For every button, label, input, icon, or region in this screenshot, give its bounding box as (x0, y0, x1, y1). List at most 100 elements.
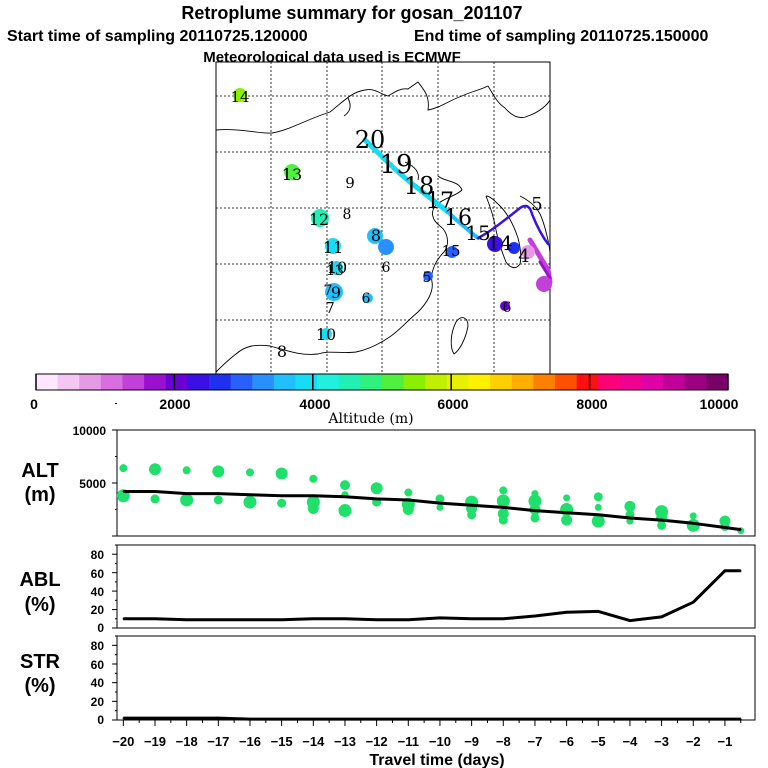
abl-series-point (629, 619, 631, 622)
alt-series-point (692, 522, 695, 525)
str-series-point (154, 717, 156, 719)
colorbar-swatch (446, 374, 469, 390)
colorbar-swatch (36, 374, 59, 390)
colorbar-swatch (555, 374, 578, 390)
colorbar-swatch (100, 374, 123, 390)
str-series-point (122, 717, 125, 719)
alt-series-point (375, 498, 378, 500)
str-ylabel-line2: (%) (24, 675, 55, 697)
colorbar-tick-label: 4000 (299, 396, 330, 412)
plume-blob (320, 328, 332, 340)
map-frame (215, 61, 551, 375)
map-day-label: 5 (423, 270, 432, 286)
alt-series-point (629, 517, 631, 519)
plume-blob (423, 271, 433, 281)
plume-blob (367, 228, 383, 244)
alt-scatter-point (275, 467, 288, 480)
abl-series-point (122, 617, 125, 620)
colorbar-tick-label: 0 (30, 396, 38, 412)
abl-ytick-label: 60 (91, 567, 105, 581)
alt-series-point (565, 511, 568, 514)
abl-series-point (739, 570, 742, 572)
colorbar-swatch (122, 374, 145, 390)
alt-scatter-point (594, 503, 602, 511)
map-day-label: 5 (531, 194, 542, 215)
map-day-label: 9 (345, 174, 355, 192)
abl-series-point (565, 611, 568, 614)
alt-scatter-point (119, 464, 128, 473)
alt-scatter-point (309, 474, 318, 483)
alt-scatter-point (212, 465, 225, 478)
panel-frame (116, 635, 756, 721)
alt-scatter-point (499, 486, 508, 495)
panel-frame (116, 544, 756, 629)
alt-scatter-point (530, 513, 540, 523)
abl-series-point (470, 617, 473, 620)
x-tick-label: −16 (239, 734, 261, 749)
abl-series-point (312, 617, 315, 620)
abl-ytick-label: 20 (91, 603, 105, 617)
figure-title: Retroplume summary for gosan_201107 (181, 3, 522, 23)
alt-scatter-point (370, 482, 383, 495)
colorbar-tick-label: 8000 (576, 396, 607, 412)
map-day-label: 15 (465, 221, 490, 245)
alt-scatter-point (213, 495, 223, 505)
alt-series-point (439, 502, 441, 504)
abl-series-point (185, 618, 188, 621)
panel-abl (112, 544, 756, 629)
abl-series-point (154, 617, 156, 620)
alt-ylabel-line1: ALT (21, 460, 58, 482)
colorbar-swatch (57, 374, 80, 390)
x-tick-label: −8 (496, 734, 511, 749)
str-series-point (439, 718, 441, 720)
map-day-label: 17 (426, 189, 454, 214)
alt-series-point (407, 499, 410, 501)
end-time-label: End time of sampling 20110725.150000 (414, 28, 708, 45)
abl-series-point (375, 618, 378, 621)
str-series-point (534, 718, 536, 720)
abl-series-point (597, 610, 600, 613)
alt-ytick-label: 5000 (79, 477, 106, 491)
str-ytick-label: 60 (91, 658, 105, 672)
x-tick-label: −2 (686, 734, 701, 749)
plume-blob (521, 245, 535, 259)
x-tick-label: −13 (334, 734, 356, 749)
abl-ytick-label: 40 (91, 585, 105, 599)
colorbar-swatch (641, 374, 664, 390)
x-tick-label: −18 (176, 734, 198, 749)
colorbar-swatch (338, 374, 361, 390)
abl-series-point (280, 618, 283, 621)
str-series-point (185, 717, 188, 719)
str-series-point (407, 718, 410, 720)
map-day-label: 13 (326, 263, 344, 279)
map-day-label: 14 (230, 88, 249, 106)
alt-series-point (249, 493, 251, 496)
x-tick-label: −7 (528, 734, 543, 749)
alt-scatter-point (243, 495, 257, 509)
x-tick-label: −12 (366, 734, 388, 749)
map-day-label: 8 (343, 207, 352, 223)
colorbar-swatch (230, 374, 253, 390)
abl-series-point (439, 617, 441, 619)
colorbar-swatch (273, 374, 296, 390)
map-trajectory (362, 137, 553, 285)
colorbar-swatch (511, 374, 534, 390)
map-day-label: 12 (309, 210, 329, 229)
alt-scatter-point (307, 502, 319, 514)
abl-ytick-label: 0 (97, 621, 104, 635)
str-series-point (502, 718, 505, 720)
colorbar-swatch (533, 374, 556, 390)
map-day-label: 7 (324, 283, 333, 299)
abl-series-point (249, 618, 251, 621)
abl-ylabel-line1: ABL (19, 569, 60, 591)
plume-blob (508, 242, 520, 254)
alt-series-point (534, 509, 536, 512)
plume-blob (284, 164, 300, 180)
alt-series-point (660, 519, 663, 521)
map-day-label: 6 (503, 300, 512, 316)
str-series-point (660, 718, 663, 720)
alt-scatter-point (402, 504, 414, 515)
alt-series-point (312, 494, 315, 497)
